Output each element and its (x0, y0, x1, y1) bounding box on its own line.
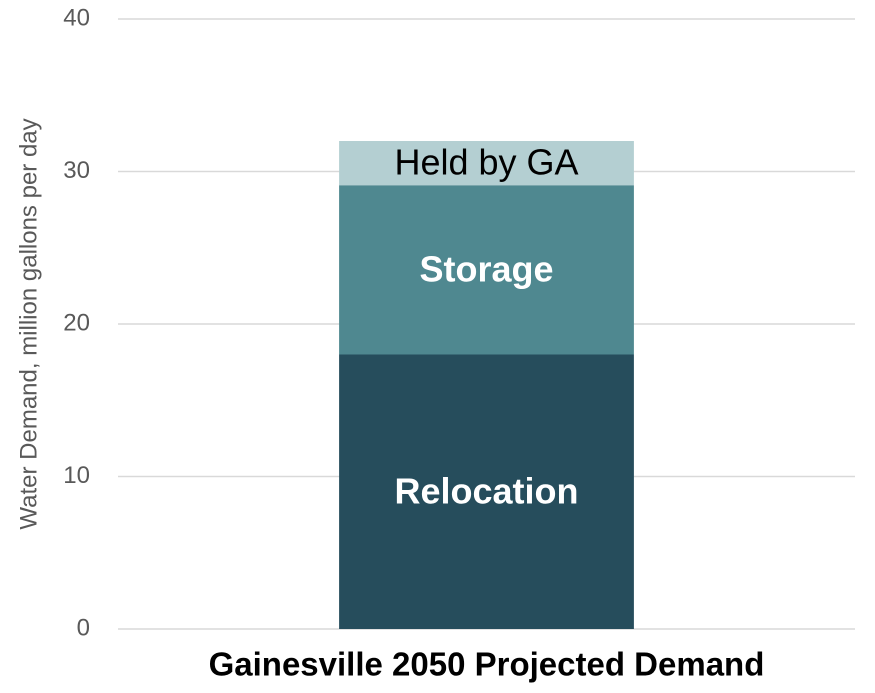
y-tick-label: 40 (63, 4, 90, 31)
y-tick-label: 0 (77, 614, 90, 641)
bar-segment (339, 354, 634, 629)
y-tick-label: 10 (63, 462, 90, 489)
bar-segment (339, 185, 634, 355)
y-tick-label: 30 (63, 157, 90, 184)
bar-segment (339, 141, 634, 186)
y-axis-title: Water Demand, million gallons per day (15, 118, 42, 529)
segment-label: Held by GA (394, 142, 578, 183)
y-tick-label: 20 (63, 309, 90, 336)
segment-label: Relocation (394, 470, 578, 511)
x-tick-label: Gainesville 2050 Projected Demand (209, 646, 765, 683)
segment-label: Storage (419, 248, 553, 289)
